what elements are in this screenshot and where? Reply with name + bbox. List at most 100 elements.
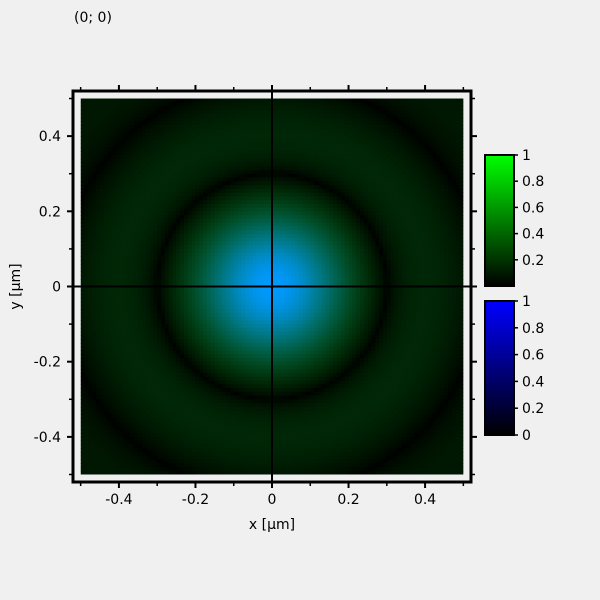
heatmap-cell — [164, 260, 170, 265]
heatmap-cell — [237, 335, 242, 340]
heatmap-cell — [264, 354, 269, 359]
heatmap-cell — [80, 124, 86, 130]
heatmap-cell — [268, 414, 273, 419]
heatmap-cell — [118, 331, 124, 336]
heatmap-image[interactable] — [80, 98, 464, 476]
heatmap-cell — [130, 260, 135, 265]
heatmap-cell — [157, 267, 162, 273]
heatmap-cell — [115, 316, 120, 321]
heatmap-cell — [187, 222, 193, 227]
heatmap-cell — [268, 346, 273, 352]
heatmap-cell — [214, 455, 220, 461]
heatmap-cell — [180, 312, 185, 318]
heatmap-cell — [199, 102, 204, 107]
heatmap-cell — [199, 459, 204, 464]
heatmap-cell — [172, 451, 177, 457]
heatmap-cell — [138, 297, 143, 303]
heatmap-cell — [153, 350, 158, 355]
heatmap-cell — [172, 102, 177, 107]
heatmap-cell — [145, 305, 151, 310]
heatmap-cell — [206, 139, 212, 145]
heatmap-cell — [210, 459, 216, 464]
heatmap-cell — [203, 335, 208, 340]
heatmap-cell — [260, 263, 265, 269]
heatmap-cell — [118, 444, 124, 449]
heatmap-cell — [172, 226, 177, 231]
heatmap-cell — [103, 233, 109, 239]
heatmap-cell — [191, 357, 197, 363]
heatmap-cell — [195, 470, 200, 475]
heatmap-cell — [218, 354, 223, 359]
heatmap-cell — [233, 211, 239, 216]
heatmap-cell — [126, 188, 132, 194]
heatmap-cell — [256, 117, 262, 122]
heatmap-cell — [233, 263, 239, 269]
heatmap-cell — [256, 361, 262, 367]
heatmap-cell — [95, 455, 101, 461]
heatmap-cell — [222, 278, 227, 284]
heatmap-cell — [249, 181, 254, 186]
heatmap-cell — [264, 399, 269, 404]
heatmap-cell — [195, 173, 200, 179]
heatmap-cell — [80, 151, 86, 156]
heatmap-cell — [199, 271, 204, 276]
heatmap-cell — [84, 139, 89, 145]
heatmap-cell — [226, 470, 231, 475]
heatmap-cell — [161, 346, 166, 352]
heatmap-cell — [149, 312, 154, 318]
heatmap-cell — [115, 241, 120, 246]
heatmap-cell — [145, 414, 151, 419]
heatmap-cell — [164, 98, 170, 103]
heatmap-cell — [107, 395, 112, 400]
heatmap-cell — [260, 245, 265, 250]
heatmap-cell — [187, 233, 193, 239]
heatmap-cell — [118, 245, 124, 250]
heatmap-cell — [138, 466, 143, 472]
heatmap-cell — [122, 301, 128, 306]
heatmap-cell — [103, 275, 109, 280]
heatmap-cell — [180, 286, 185, 291]
heatmap-cell — [195, 226, 200, 231]
heatmap-cell — [115, 237, 120, 242]
heatmap-cell — [153, 418, 158, 423]
heatmap-cell — [126, 463, 132, 468]
heatmap-cell — [138, 391, 143, 397]
heatmap-cell — [222, 218, 227, 224]
heatmap-cell — [199, 252, 204, 258]
heatmap-cell — [226, 346, 231, 352]
heatmap-cell — [172, 324, 177, 329]
heatmap-cell — [126, 448, 132, 453]
heatmap-cell — [214, 181, 220, 186]
heatmap-cell — [99, 275, 105, 280]
heatmap-cell — [237, 305, 242, 310]
heatmap-cell — [161, 248, 166, 254]
heatmap-cell — [141, 162, 147, 167]
heatmap-cell — [264, 158, 269, 164]
heatmap-cell — [203, 470, 208, 475]
heatmap-cell — [107, 391, 112, 397]
heatmap-cell — [237, 297, 242, 303]
heatmap-cell — [153, 271, 158, 276]
heatmap-cell — [103, 339, 109, 344]
heatmap-cell — [249, 410, 254, 415]
heatmap-cell — [226, 399, 231, 404]
heatmap-cell — [103, 444, 109, 449]
heatmap-cell — [164, 267, 170, 273]
heatmap-cell — [126, 286, 132, 291]
heatmap-cell — [195, 327, 200, 333]
heatmap-cell — [206, 184, 212, 190]
heatmap-cell — [187, 369, 193, 374]
heatmap-cell — [229, 399, 235, 404]
heatmap-cell — [241, 410, 246, 415]
heatmap-cell — [99, 207, 105, 212]
heatmap-cell — [210, 429, 216, 434]
heatmap-cell — [222, 282, 227, 288]
heatmap-cell — [195, 113, 200, 118]
heatmap-cell — [141, 188, 147, 194]
heatmap-cell — [99, 391, 105, 397]
heatmap-cell — [118, 233, 124, 239]
heatmap-cell — [176, 162, 181, 167]
heatmap-cell — [130, 324, 135, 329]
heatmap-cell — [180, 230, 185, 235]
